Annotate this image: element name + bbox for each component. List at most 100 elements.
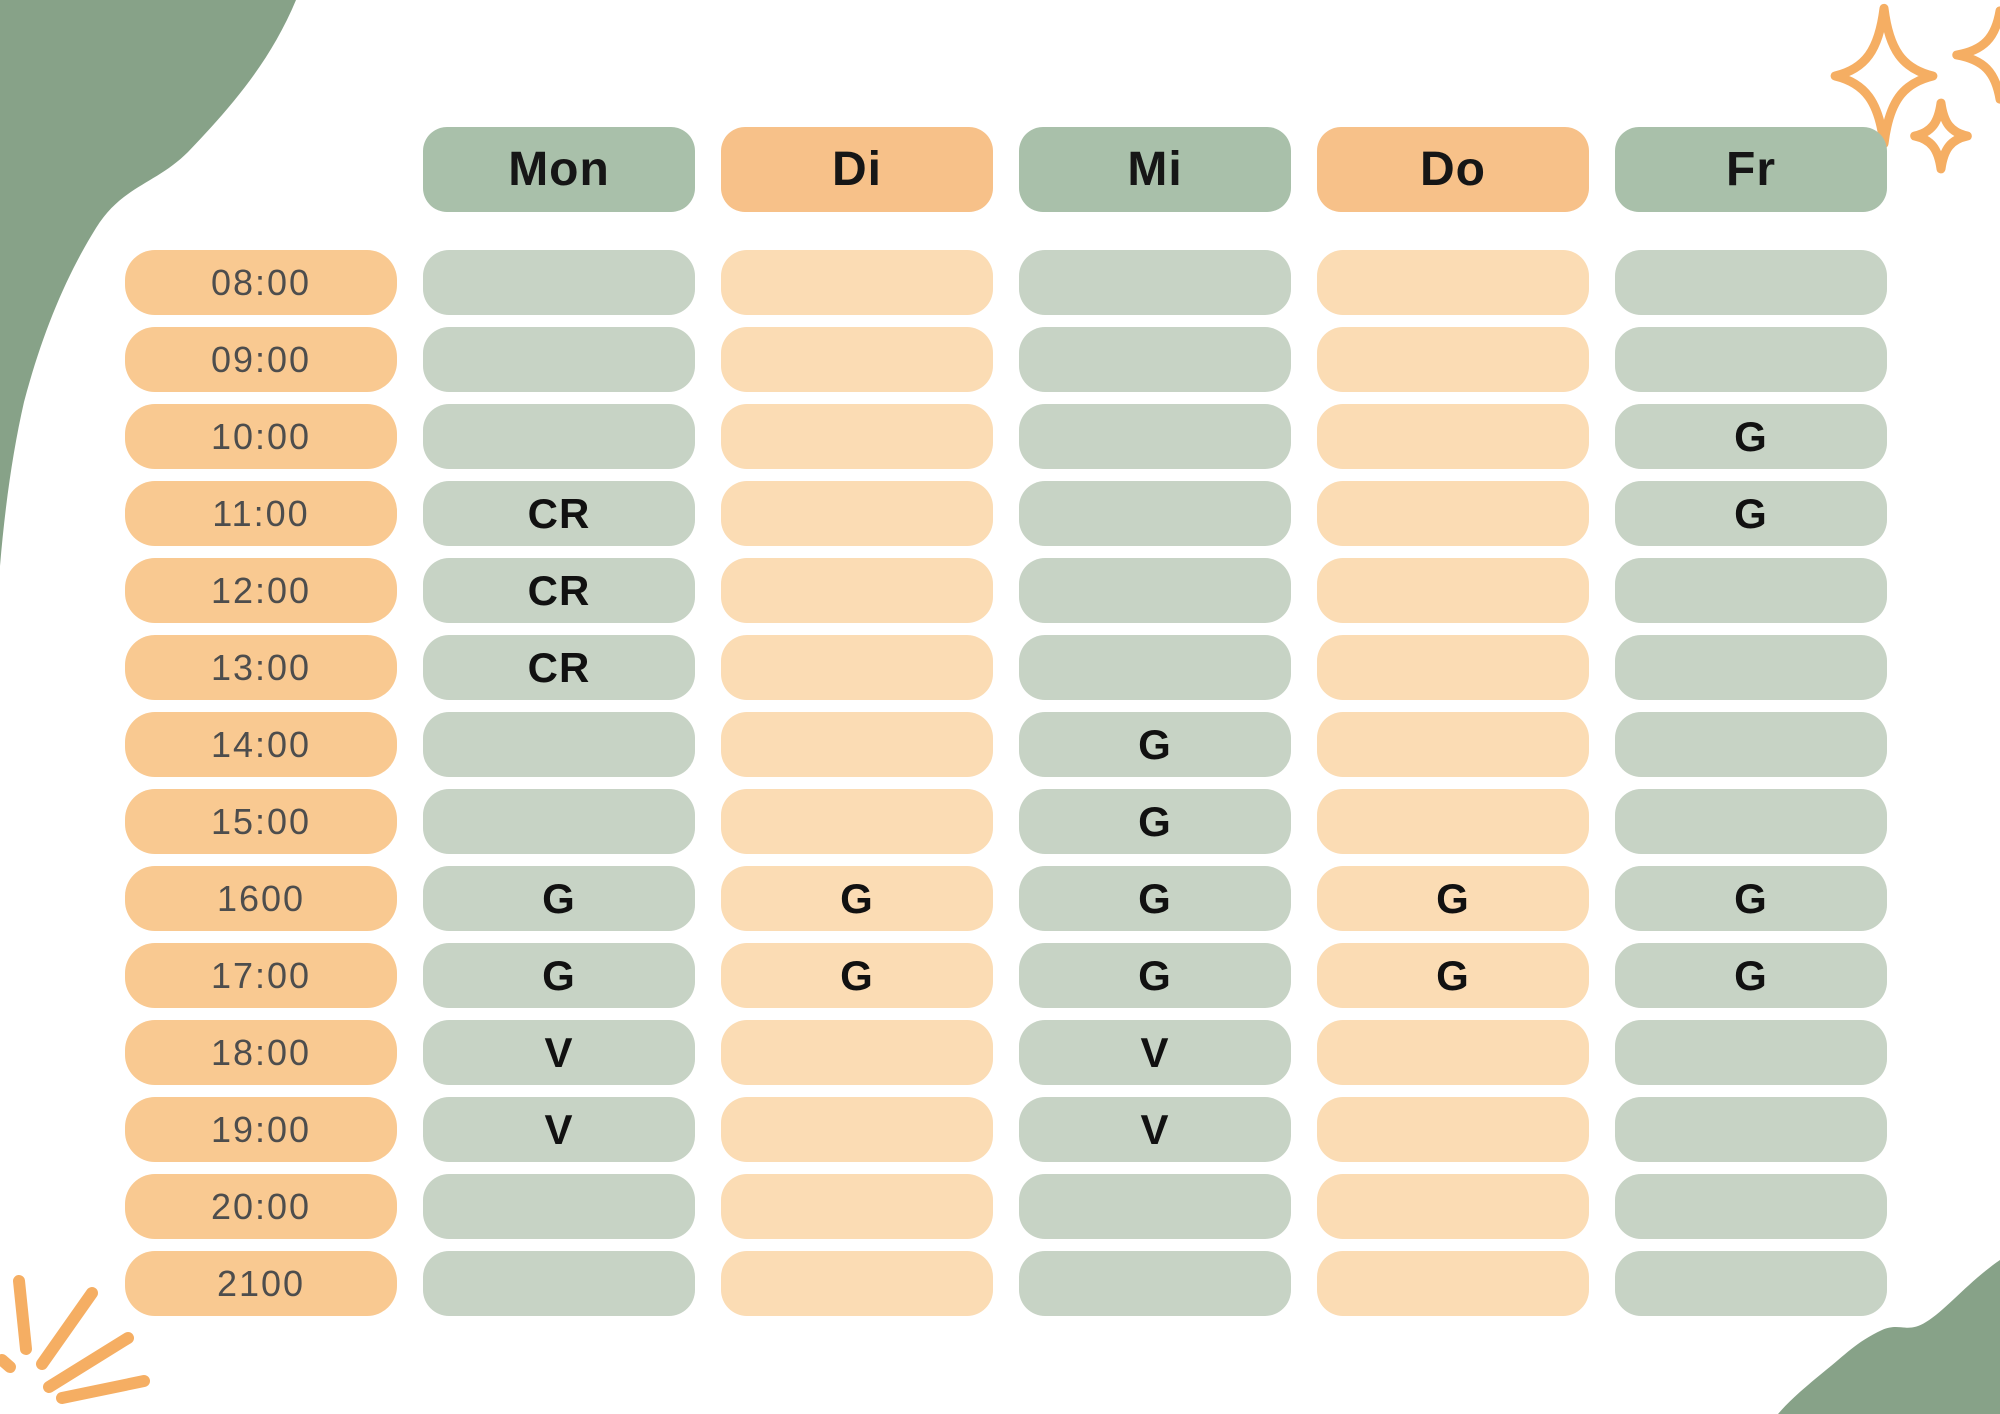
schedule-row: 10:00 G — [125, 404, 1887, 469]
time-pill: 15:00 — [125, 789, 397, 854]
schedule-cell — [423, 250, 695, 315]
schedule-row: 18:00 V V — [125, 1020, 1887, 1085]
schedule-cell: V — [1019, 1020, 1291, 1085]
schedule-cell — [721, 635, 993, 700]
schedule-cell: G — [1615, 943, 1887, 1008]
time-pill: 09:00 — [125, 327, 397, 392]
schedule-cell — [1615, 712, 1887, 777]
time-pill: 14:00 — [125, 712, 397, 777]
schedule-cell — [1615, 327, 1887, 392]
schedule-cell — [1317, 558, 1589, 623]
day-header-fr: Fr — [1615, 127, 1887, 212]
schedule-cell — [721, 1020, 993, 1085]
time-pill: 12:00 — [125, 558, 397, 623]
schedule-cell — [1019, 635, 1291, 700]
time-pill: 08:00 — [125, 250, 397, 315]
time-pill: 18:00 — [125, 1020, 397, 1085]
timetable: Mon Di Mi Do Fr 08:00 09:00 — [125, 127, 1887, 1328]
schedule-cell: CR — [423, 558, 695, 623]
schedule-cell: CR — [423, 635, 695, 700]
time-pill-label: 17:00 — [210, 954, 312, 996]
schedule-cell: G — [1019, 789, 1291, 854]
schedule-row: 11:00 CR G — [125, 481, 1887, 546]
time-pill: 10:00 — [125, 404, 397, 469]
schedule-cell: G — [1317, 866, 1589, 931]
schedule-cell — [721, 250, 993, 315]
schedule-cell: G — [1019, 943, 1291, 1008]
time-pill: 1600 — [125, 866, 397, 931]
time-pill-label: 1600 — [216, 877, 306, 919]
schedule-cell: G — [423, 943, 695, 1008]
schedule-cell — [1317, 1174, 1589, 1239]
schedule-cell — [1019, 558, 1291, 623]
schedule-cell — [721, 558, 993, 623]
schedule-cell — [721, 789, 993, 854]
day-header-mi: Mi — [1019, 127, 1291, 212]
schedule-cell — [1019, 1251, 1291, 1316]
schedule-cell — [721, 1251, 993, 1316]
schedule-row: 12:00 CR — [125, 558, 1887, 623]
time-pill-label: 08:00 — [210, 261, 312, 303]
time-pill-label: 20:00 — [210, 1185, 312, 1227]
schedule-cell — [1615, 250, 1887, 315]
schedule-cell — [423, 1174, 695, 1239]
schedule-row: 08:00 — [125, 250, 1887, 315]
schedule-cell — [1317, 635, 1589, 700]
schedule-cell — [1019, 250, 1291, 315]
schedule-cell: G — [423, 866, 695, 931]
schedule-cell — [721, 404, 993, 469]
schedule-cell — [721, 1174, 993, 1239]
schedule-cell — [721, 712, 993, 777]
schedule-cell — [423, 327, 695, 392]
time-pill: 2100 — [125, 1251, 397, 1316]
time-pill-label: 12:00 — [210, 569, 312, 611]
schedule-cell — [1317, 712, 1589, 777]
schedule-cell — [1615, 789, 1887, 854]
header-spacer — [125, 127, 397, 212]
schedule-cell — [1317, 1020, 1589, 1085]
schedule-row: 14:00 G — [125, 712, 1887, 777]
schedule-cell — [1019, 1174, 1291, 1239]
schedule-cell — [721, 327, 993, 392]
schedule-row: 13:00 CR — [125, 635, 1887, 700]
schedule-row: 2100 — [125, 1251, 1887, 1316]
time-pill-label: 2100 — [216, 1262, 306, 1304]
schedule-cell — [1615, 1020, 1887, 1085]
schedule-cell: G — [1615, 866, 1887, 931]
day-header-row: Mon Di Mi Do Fr — [125, 127, 1887, 212]
schedule-cell — [423, 789, 695, 854]
time-pill-label: 15:00 — [210, 800, 312, 842]
schedule-cell — [721, 481, 993, 546]
time-pill-label: 09:00 — [210, 338, 312, 380]
schedule-row: 19:00 V V — [125, 1097, 1887, 1162]
day-header-do: Do — [1317, 127, 1589, 212]
day-header-di: Di — [721, 127, 993, 212]
schedule-cell — [1317, 1251, 1589, 1316]
time-pill-label: 19:00 — [210, 1108, 312, 1150]
schedule-cell — [1615, 1097, 1887, 1162]
time-pill: 13:00 — [125, 635, 397, 700]
time-pill-label: 14:00 — [210, 723, 312, 765]
schedule-cell — [1615, 635, 1887, 700]
schedule-cell: G — [721, 866, 993, 931]
schedule-cell: G — [1019, 712, 1291, 777]
schedule-row: 17:00 G G G G G — [125, 943, 1887, 1008]
time-pill: 11:00 — [125, 481, 397, 546]
schedule-cell — [1615, 1174, 1887, 1239]
schedule-cell — [1019, 327, 1291, 392]
time-pill-label: 10:00 — [210, 415, 312, 457]
day-header-mon: Mon — [423, 127, 695, 212]
schedule-cell — [423, 712, 695, 777]
time-pill: 20:00 — [125, 1174, 397, 1239]
schedule-row: 1600 G G G G G — [125, 866, 1887, 931]
schedule-cell — [1317, 789, 1589, 854]
schedule-cell: V — [1019, 1097, 1291, 1162]
schedule-cell: G — [1019, 866, 1291, 931]
schedule-cell: G — [1615, 481, 1887, 546]
schedule-cell — [1317, 327, 1589, 392]
time-pill-label: 18:00 — [210, 1031, 312, 1073]
schedule-cell — [1317, 1097, 1589, 1162]
schedule-cell — [1317, 250, 1589, 315]
time-pill: 17:00 — [125, 943, 397, 1008]
